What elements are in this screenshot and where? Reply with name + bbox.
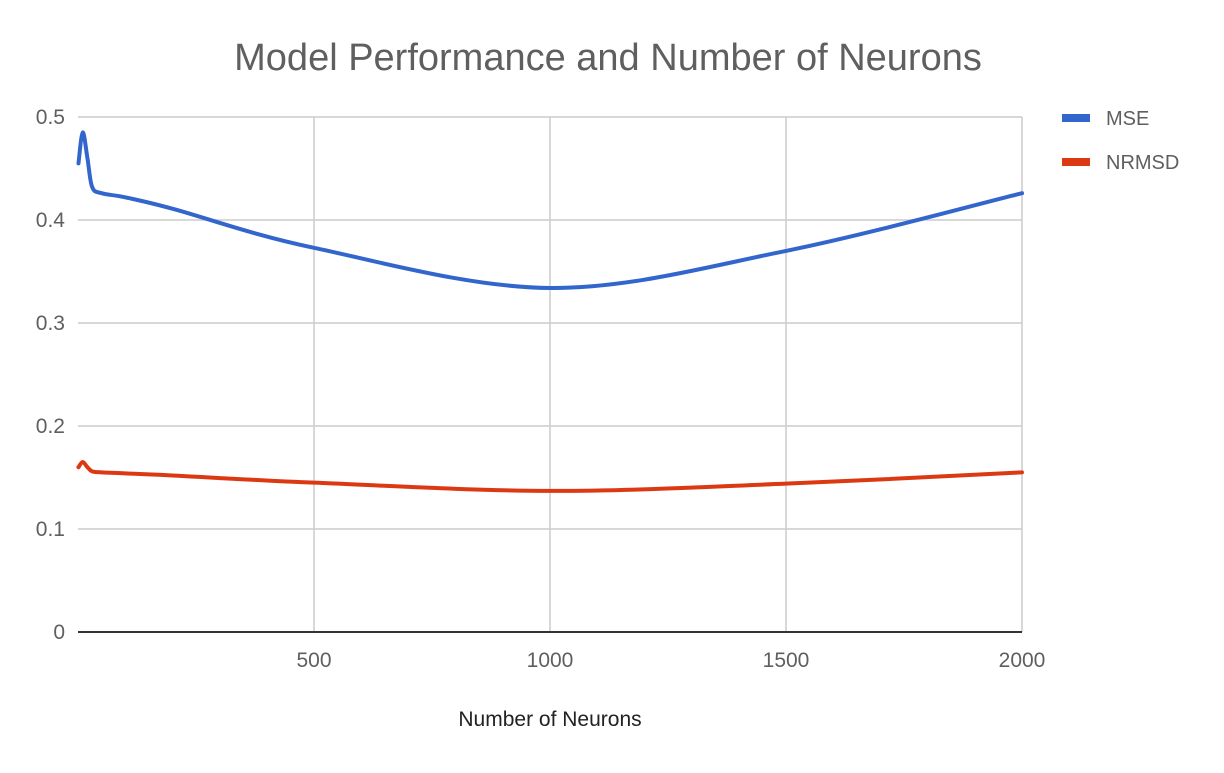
x-tick-label: 1000	[527, 649, 574, 672]
series-line-mse	[76, 130, 1024, 290]
chart-title: Model Performance and Number of Neurons	[234, 37, 982, 79]
legend-swatch-nrmsd	[1062, 158, 1090, 166]
y-tick-label: 0.5	[36, 106, 65, 129]
legend-label-mse: MSE	[1106, 108, 1149, 130]
axes: 0 0.1 0.2 0.3 0.4 0.5 500 1000 1500 2000	[36, 106, 1046, 672]
y-tick-label: 0	[53, 621, 65, 644]
y-tick-label: 0.1	[36, 518, 65, 541]
y-tick-label: 0.4	[36, 209, 66, 232]
x-tick-label: 2000	[999, 649, 1046, 672]
grid	[78, 116, 1023, 632]
y-tick-label: 0.2	[36, 415, 65, 438]
series-line-nrmsd	[76, 460, 1024, 493]
legend-swatch-mse	[1062, 114, 1090, 122]
y-tick-label: 0.3	[36, 312, 65, 335]
x-tick-label: 1500	[763, 649, 810, 672]
legend-label-nrmsd: NRMSD	[1106, 152, 1179, 174]
series-lines	[76, 130, 1024, 493]
x-tick-label: 500	[296, 649, 331, 672]
legend: MSE NRMSD	[1062, 108, 1179, 174]
x-axis-title: Number of Neurons	[458, 708, 641, 731]
